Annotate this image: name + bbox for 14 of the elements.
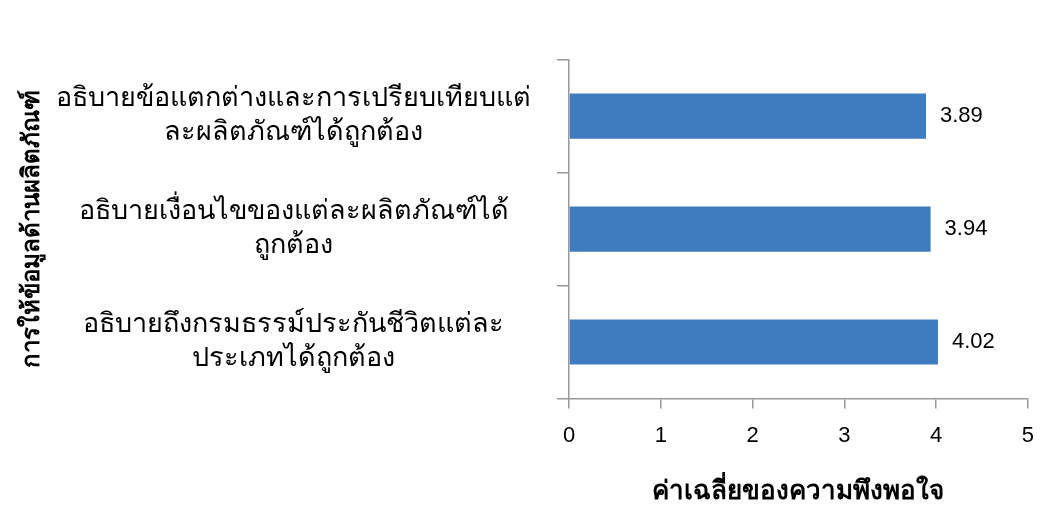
x-axis-title: ค่าเฉลี่ยของความพึงพอใจ xyxy=(652,471,945,506)
data-label: 3.89 xyxy=(940,102,983,128)
x-tick-label: 3 xyxy=(838,421,851,447)
data-label: 4.02 xyxy=(951,328,995,354)
y-tick-label: อธิบายข้อแตกต่างและการเปรียบเทียบแต่ ละผลิตภัณฑ์ได้ถูกต้อง xyxy=(56,82,531,148)
x-tick-label: 2 xyxy=(746,421,759,447)
y-axis-title: การให้ข้อมูลด้านผลิตภัณฑ์ xyxy=(15,90,46,369)
y-tick-label: อธิบายเงื่อนไขของแต่ละผลิตภัณฑ์ได้ ถูกต้อง xyxy=(78,191,509,261)
y-tick-label: อธิบายถึงกรมธรรม์ประกันชีวิตแต่ละ ประเภทได้ถูกต้อง xyxy=(83,307,504,373)
x-tick-label: 4 xyxy=(929,421,943,447)
x-tick-label: 5 xyxy=(1021,421,1035,447)
data-label: 3.94 xyxy=(944,215,988,241)
x-tick-label: 0 xyxy=(562,421,576,447)
x-tick-label: 1 xyxy=(654,421,667,447)
